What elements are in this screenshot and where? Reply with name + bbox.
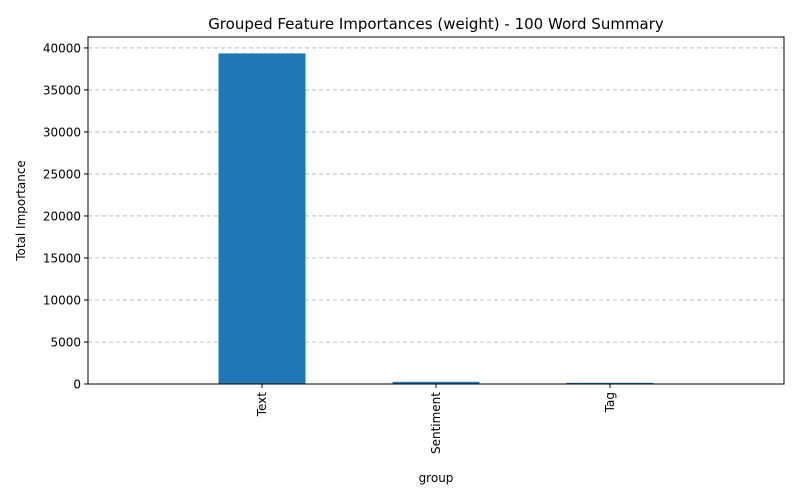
bar-text [218,53,306,384]
y-tick-label: 10000 [43,293,81,307]
y-axis-ticks: 0 5000 10000 15000 20000 25000 30000 35000 40000 [43,41,88,392]
y-tick-label: 30000 [43,125,81,139]
x-tick-label: Text [255,392,269,418]
plot-area-frame [87,36,785,385]
y-axis-label: Total Importance [14,160,28,262]
y-tick-label: 35000 [43,83,81,97]
y-tick-label: 15000 [43,251,81,265]
y-tick-label: 5000 [50,335,81,349]
y-tick-label: 0 [73,378,81,392]
bar-sentiment [392,381,480,384]
y-tick-label: 40000 [43,41,81,55]
bars [218,53,654,384]
x-axis-label: group [419,471,454,485]
chart-title: Grouped Feature Importances (weight) - 1… [208,15,664,33]
y-tick-label: 25000 [43,167,81,181]
bar-tag [566,382,654,384]
x-tick-label: Tag [603,392,617,413]
y-gridlines [88,47,784,343]
x-tick-label: Sentiment [429,392,443,454]
x-axis-ticks: Text Sentiment Tag [255,384,617,454]
y-tick-label: 20000 [43,209,81,223]
